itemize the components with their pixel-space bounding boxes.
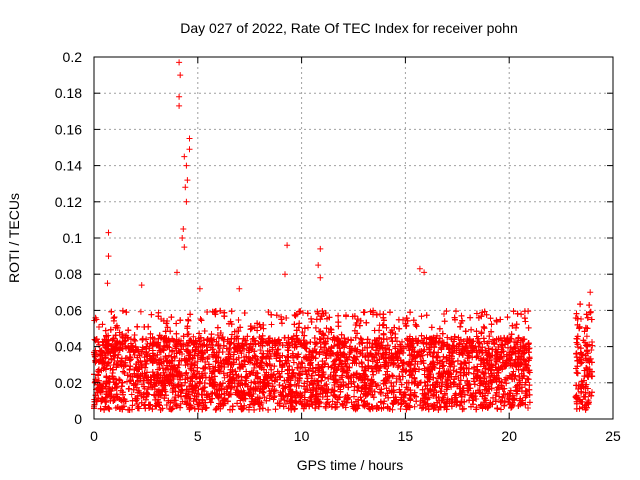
chart-title: Day 027 of 2022, Rate Of TEC Index for r… xyxy=(180,20,517,36)
scatter-point xyxy=(179,235,186,241)
scatter-point xyxy=(176,59,183,66)
y-axis-label: ROTI / TECUs xyxy=(6,193,22,283)
x-tick-label: 5 xyxy=(194,428,202,444)
x-tick-label: 0 xyxy=(90,428,98,444)
y-tick-label: 0.16 xyxy=(55,121,82,137)
scatter-point xyxy=(181,153,188,160)
x-tick-label: 10 xyxy=(294,428,310,444)
y-tick-label: 0.08 xyxy=(55,266,82,282)
scatter-point xyxy=(317,274,324,281)
x-tick-label: 25 xyxy=(605,428,621,444)
scatter-point xyxy=(183,198,190,205)
x-tick-label: 20 xyxy=(501,428,517,444)
y-tick-label: 0.12 xyxy=(55,194,82,210)
scatter-point xyxy=(180,226,187,232)
scatter-point xyxy=(174,269,180,276)
scatter-points xyxy=(91,301,596,413)
scatter-point xyxy=(138,282,145,289)
y-tick-label: 0 xyxy=(74,411,82,427)
y-tick-label: 0.18 xyxy=(55,85,82,101)
axis-ticks: 0 5 10 15 20 25 0 0.02 0.04 0.06 0.08 0.1 0.12 0.14 0.… xyxy=(55,49,621,444)
scatter-point xyxy=(105,229,112,236)
scatter-point xyxy=(182,184,189,191)
scatter-point xyxy=(181,244,188,251)
y-tick-label: 0.14 xyxy=(55,158,82,174)
x-tick-label: 15 xyxy=(398,428,414,444)
scatter-point xyxy=(104,280,111,287)
scatter-point xyxy=(183,162,190,169)
data-series xyxy=(91,59,596,413)
scatter-point xyxy=(186,146,193,153)
y-tick-label: 0.02 xyxy=(55,375,82,391)
scatter-point xyxy=(282,271,288,278)
y-tick-label: 0.04 xyxy=(55,339,82,355)
y-tick-label: 0.1 xyxy=(63,230,83,246)
x-axis-label: GPS time / hours xyxy=(297,457,404,473)
y-tick-label: 0.2 xyxy=(63,49,83,65)
scatter-point xyxy=(421,269,428,276)
scatter-point xyxy=(186,135,193,142)
y-tick-label: 0.06 xyxy=(55,302,82,318)
scatter-point xyxy=(416,265,423,272)
scatter-point xyxy=(236,285,243,292)
scatter-point xyxy=(177,72,184,79)
scatter-point xyxy=(317,245,324,252)
scatter-point xyxy=(176,102,183,109)
scatter-point xyxy=(184,177,191,184)
scatter-point xyxy=(284,242,291,249)
scatter-point xyxy=(176,93,183,100)
scatter-point xyxy=(587,289,594,296)
scatter-point xyxy=(196,285,203,292)
scatter-point xyxy=(315,262,322,269)
scatter-point xyxy=(105,253,112,260)
